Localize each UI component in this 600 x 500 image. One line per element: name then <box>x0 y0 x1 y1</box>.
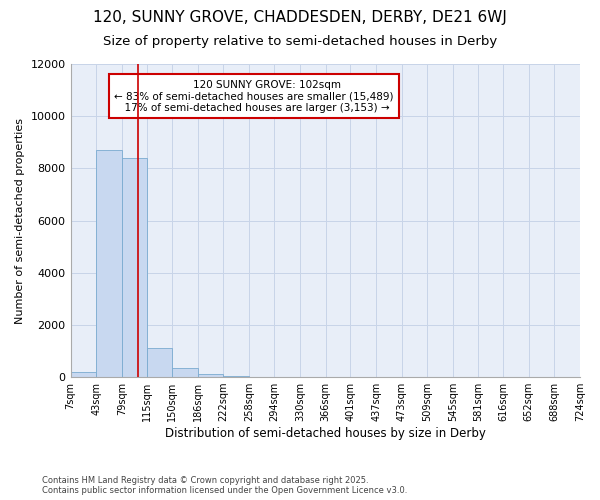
Text: Contains HM Land Registry data © Crown copyright and database right 2025.
Contai: Contains HM Land Registry data © Crown c… <box>42 476 407 495</box>
Bar <box>122 158 147 377</box>
Bar <box>198 374 223 377</box>
X-axis label: Distribution of semi-detached houses by size in Derby: Distribution of semi-detached houses by … <box>165 427 486 440</box>
Bar <box>96 150 122 377</box>
Text: 120 SUNNY GROVE: 102sqm
← 83% of semi-detached houses are smaller (15,489)
  17%: 120 SUNNY GROVE: 102sqm ← 83% of semi-de… <box>114 80 394 113</box>
Bar <box>172 368 198 377</box>
Bar <box>223 376 249 377</box>
Text: Size of property relative to semi-detached houses in Derby: Size of property relative to semi-detach… <box>103 35 497 48</box>
Bar <box>71 372 96 377</box>
Text: 120, SUNNY GROVE, CHADDESDEN, DERBY, DE21 6WJ: 120, SUNNY GROVE, CHADDESDEN, DERBY, DE2… <box>93 10 507 25</box>
Bar <box>147 348 172 377</box>
Y-axis label: Number of semi-detached properties: Number of semi-detached properties <box>15 118 25 324</box>
